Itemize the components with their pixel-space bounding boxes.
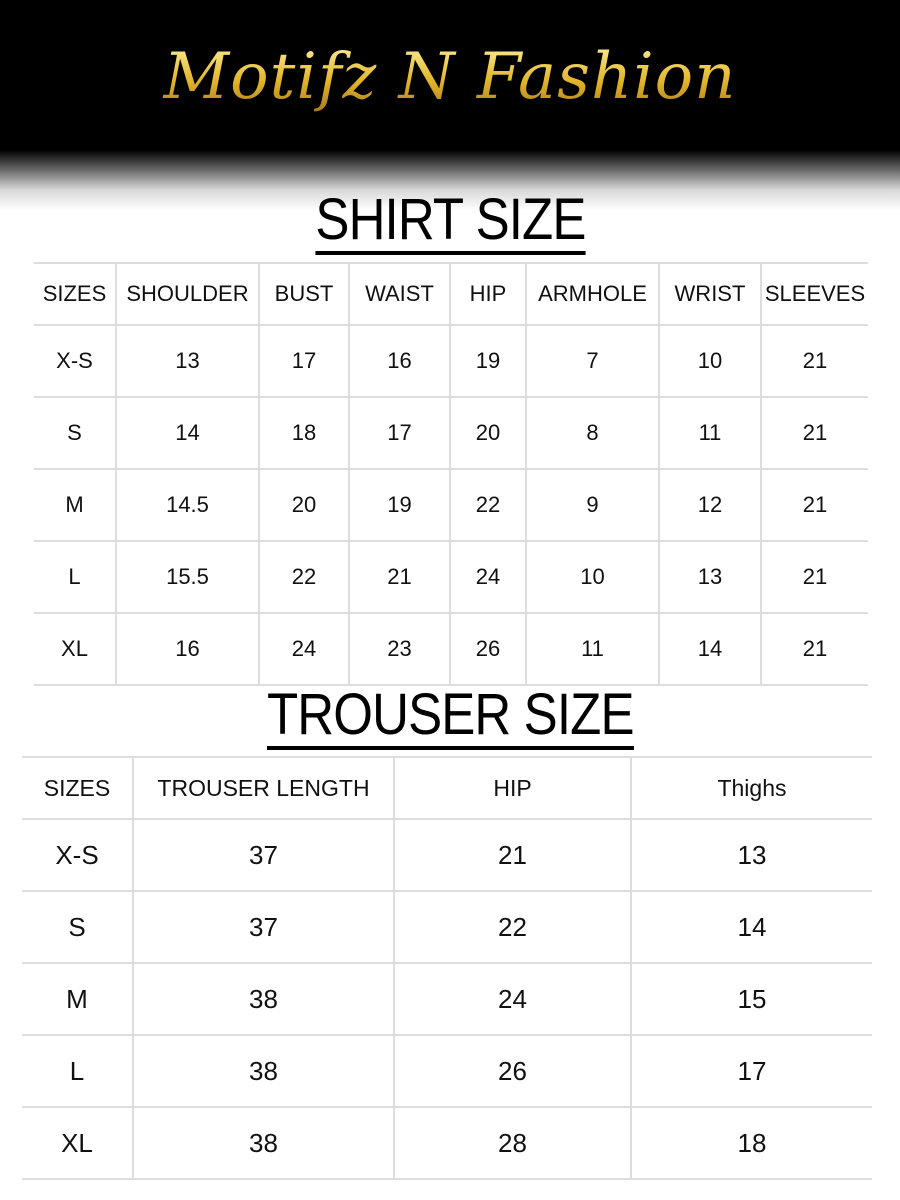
trouser-table-cell: 28 [395,1108,632,1180]
shirt-size-label: L [34,542,117,614]
shirt-table-cell: 24 [260,614,350,686]
shirt-header-cell: WRIST [660,264,762,326]
shirt-table-cell: 15.5 [117,542,260,614]
trouser-size-label: M [22,964,134,1036]
shirt-table-cell: 7 [527,326,660,398]
shirt-table-cell: 18 [260,398,350,470]
shirt-table-cell: 10 [527,542,660,614]
trouser-table-cell: 22 [395,892,632,964]
shirt-table-cell: 21 [762,614,868,686]
trouser-table-cell: 24 [395,964,632,1036]
trouser-table-cell: 21 [395,820,632,892]
trouser-table-cell: 15 [632,964,872,1036]
trouser-table-cell: 38 [134,1036,395,1108]
trouser-size-label: XL [22,1108,134,1180]
trouser-table-cell: 18 [632,1108,872,1180]
shirt-size-label: XL [34,614,117,686]
trouser-table-cell: 26 [395,1036,632,1108]
shirt-header-cell: SHOULDER [117,264,260,326]
shirt-header-cell: SIZES [34,264,117,326]
shirt-table-cell: 14 [117,398,260,470]
shirt-table-cell: 12 [660,470,762,542]
shirt-table-cell: 19 [350,470,451,542]
shirt-table-cell: 21 [350,542,451,614]
shirt-table-cell: 26 [451,614,527,686]
trouser-header-cell: TROUSER LENGTH [134,758,395,820]
shirt-header-cell: SLEEVES [762,264,868,326]
shirt-table-cell: 8 [527,398,660,470]
shirt-table-cell: 14.5 [117,470,260,542]
shirt-size-label: X-S [34,326,117,398]
shirt-table-cell: 24 [451,542,527,614]
trouser-table-cell: 38 [134,1108,395,1180]
shirt-header-cell: WAIST [350,264,451,326]
shirt-size-label: S [34,398,117,470]
trouser-header-cell: SIZES [22,758,134,820]
trouser-size-table: SIZES TROUSER LENGTH HIP Thighs X-S 37 21 13 S 37… [22,756,872,1180]
shirt-table-cell: 17 [350,398,451,470]
brand-logo: Motifz N Fashion [0,40,900,114]
shirt-table-cell: 22 [451,470,527,542]
shirt-size-title-text: SHIRT SIZE [314,189,586,255]
trouser-header-cell: Thighs [632,758,872,820]
shirt-table-cell: 14 [660,614,762,686]
brand-banner: Motifz N Fashion [0,0,900,210]
shirt-table-cell: 21 [762,470,868,542]
shirt-table-cell: 13 [660,542,762,614]
trouser-size-label: X-S [22,820,134,892]
trouser-size-title-text: TROUSER SIZE [266,684,634,750]
trouser-table-cell: 14 [632,892,872,964]
trouser-table-cell: 37 [134,820,395,892]
shirt-table-cell: 11 [527,614,660,686]
shirt-table-cell: 19 [451,326,527,398]
shirt-table-cell: 9 [527,470,660,542]
trouser-table-cell: 13 [632,820,872,892]
trouser-size-title: TROUSER SIZE [0,681,900,750]
shirt-table-cell: 20 [451,398,527,470]
shirt-table-cell: 16 [350,326,451,398]
shirt-table-cell: 10 [660,326,762,398]
shirt-table-cell: 11 [660,398,762,470]
shirt-size-table: SIZES SHOULDER BUST WAIST HIP ARMHOLE WRIST SLE… [34,262,868,686]
shirt-size-label: M [34,470,117,542]
trouser-size-label: S [22,892,134,964]
shirt-table-cell: 16 [117,614,260,686]
shirt-header-cell: HIP [451,264,527,326]
shirt-table-cell: 23 [350,614,451,686]
shirt-table-cell: 22 [260,542,350,614]
shirt-table-cell: 13 [117,326,260,398]
trouser-table-cell: 38 [134,964,395,1036]
trouser-table-cell: 37 [134,892,395,964]
shirt-table-cell: 20 [260,470,350,542]
shirt-table-cell: 21 [762,326,868,398]
shirt-size-title: SHIRT SIZE [0,186,900,255]
shirt-table-cell: 17 [260,326,350,398]
shirt-table-cell: 21 [762,542,868,614]
shirt-header-cell: BUST [260,264,350,326]
trouser-size-label: L [22,1036,134,1108]
trouser-table-cell: 17 [632,1036,872,1108]
shirt-header-cell: ARMHOLE [527,264,660,326]
trouser-header-cell: HIP [395,758,632,820]
shirt-table-cell: 21 [762,398,868,470]
